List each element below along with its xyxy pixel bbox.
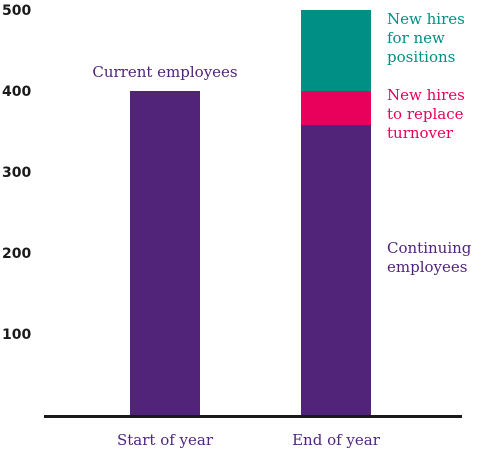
x-axis-labels: Start of year End of year [117,431,381,449]
annotation-line: employees [387,258,467,276]
bar-segment-new_positions [301,10,371,91]
x-category-label: End of year [292,431,381,449]
bar-segment-replace [301,91,371,126]
annotation-line: New hires [387,10,465,28]
annotation-line: New hires [387,86,465,104]
bar-segment-current [130,91,200,415]
annotation-line: Continuing [387,239,472,257]
annotation-continuing: Continuing employees [387,239,472,276]
annotation-current: Current employees [92,63,237,81]
annotation-line: turnover [387,124,454,142]
y-tick-label: 100 [2,327,31,343]
annotation-replace: New hires to replace turnover [387,86,465,142]
annotation-new_positions: New hires for new positions [387,10,465,66]
y-tick-label: 400 [2,84,31,100]
annotation-line: Current employees [92,63,237,81]
y-tick-label: 500 [2,3,31,19]
annotation-line: for new [387,29,445,47]
y-tick-label: 200 [2,246,31,262]
bar-segment-continuing [301,125,371,416]
annotation-line: to replace [387,105,464,123]
x-category-label: Start of year [117,431,214,449]
annotation-line: positions [387,48,455,66]
y-axis-ticks: 100 200 300 400 500 [2,3,31,343]
y-tick-label: 300 [2,165,31,181]
bars [130,10,371,416]
